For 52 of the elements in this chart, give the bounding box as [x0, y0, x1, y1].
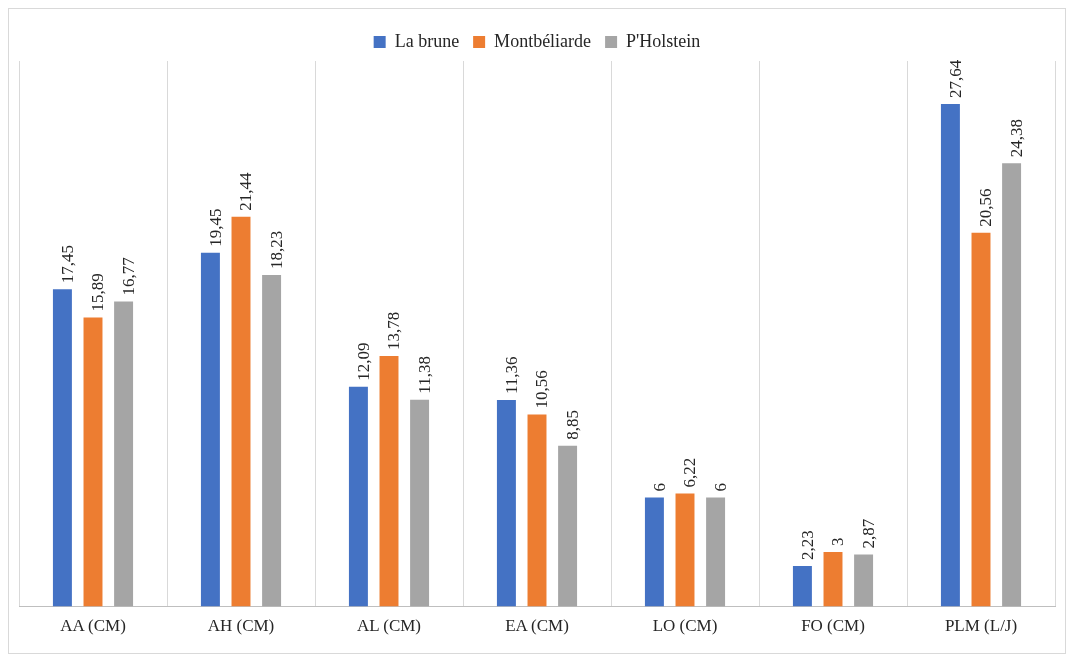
- data-label: 2,23: [797, 530, 817, 561]
- bar: [52, 289, 72, 607]
- legend-label: La brune: [394, 30, 460, 51]
- bar: [379, 355, 399, 607]
- x-tick-label: AH (CM): [207, 616, 275, 636]
- bar: [83, 317, 103, 607]
- data-label: 13,78: [384, 311, 404, 350]
- data-label: 8,85: [563, 409, 583, 440]
- data-label: 27,64: [945, 59, 965, 98]
- data-label: 12,09: [353, 342, 373, 381]
- x-tick-label: LO (CM): [652, 616, 718, 636]
- bar: [262, 275, 282, 607]
- data-label: 15,89: [88, 273, 108, 312]
- bar: [558, 445, 578, 607]
- data-label: 11,36: [501, 356, 521, 394]
- bar: [675, 493, 695, 607]
- bar: [854, 554, 874, 607]
- bar: [1002, 163, 1022, 607]
- bar: [644, 497, 664, 607]
- bar: [792, 566, 812, 607]
- data-label: 20,56: [976, 188, 996, 227]
- bar: [114, 301, 134, 607]
- data-label: 3: [828, 537, 848, 547]
- data-label: 6: [649, 482, 669, 492]
- x-tick-label: AA (CM): [60, 616, 126, 636]
- bar: [496, 400, 516, 607]
- x-tick-label: PLM (L/J): [944, 616, 1018, 636]
- data-label: 19,45: [205, 208, 225, 247]
- x-tick-label: EA (CM): [505, 616, 569, 636]
- bar: [410, 399, 430, 607]
- data-label: 11,38: [415, 356, 435, 394]
- data-label: 10,56: [532, 370, 552, 409]
- data-label: 2,87: [859, 518, 879, 549]
- data-label: 17,45: [57, 244, 77, 284]
- legend-label: P'Holstein: [626, 30, 701, 51]
- data-label: 21,44: [236, 171, 256, 211]
- bar: [527, 414, 547, 607]
- data-label: 6,22: [680, 457, 700, 488]
- data-label: 18,23: [267, 230, 287, 270]
- bar: [971, 232, 991, 607]
- x-tick-label: AL (CM): [356, 616, 422, 636]
- legend-label: Montbéliarde: [494, 30, 592, 51]
- data-label: 24,38: [1007, 118, 1027, 158]
- data-label: 16,77: [119, 256, 139, 296]
- bar: [940, 103, 960, 607]
- x-tick-label: FO (CM): [801, 616, 865, 636]
- bar: [200, 252, 220, 607]
- data-label: 6: [711, 482, 731, 492]
- bar: [348, 386, 368, 607]
- bar: [231, 216, 251, 607]
- bar: [823, 552, 843, 607]
- bar: [706, 497, 726, 607]
